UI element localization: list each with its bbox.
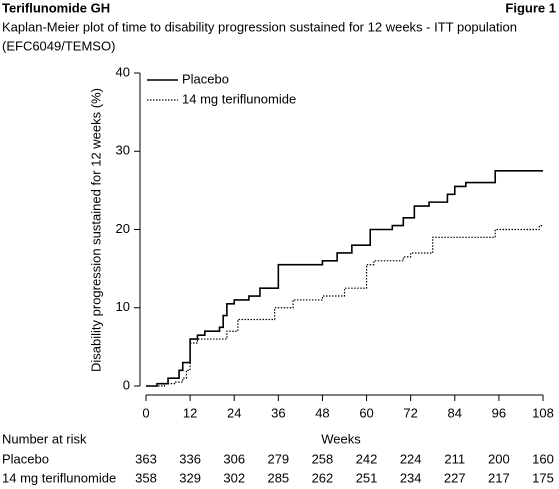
legend-label: 14 mg teriflunomide — [182, 91, 296, 106]
risk-value: 285 — [267, 470, 289, 485]
risk-value: 224 — [400, 451, 422, 466]
y-tick-label: 20 — [116, 221, 130, 236]
risk-row-label: Placebo — [2, 451, 49, 466]
x-tick-label: 108 — [532, 405, 554, 420]
y-tick-label: 10 — [116, 299, 130, 314]
x-tick-label: 48 — [315, 405, 329, 420]
risk-value: 329 — [179, 470, 201, 485]
x-tick-label: 96 — [492, 405, 506, 420]
x-tick-label: 12 — [183, 405, 197, 420]
risk-value: 251 — [356, 470, 378, 485]
x-tick-label: 24 — [227, 405, 241, 420]
risk-value: 306 — [223, 451, 245, 466]
risk-value: 258 — [312, 451, 334, 466]
header-left: Teriflunomide GH — [2, 0, 110, 15]
km-curve — [146, 224, 543, 387]
risk-value: 242 — [356, 451, 378, 466]
risk-value: 336 — [179, 451, 201, 466]
x-tick-label: 84 — [448, 405, 462, 420]
x-tick-label: 60 — [359, 405, 373, 420]
y-axis-label: Disability progression sustained for 12 … — [88, 88, 103, 372]
y-tick-label: 40 — [116, 64, 130, 79]
risk-value: 200 — [488, 451, 510, 466]
chart-title: (EFC6049/TEMSO) — [2, 38, 115, 53]
risk-row-label: 14 mg teriflunomide — [2, 470, 116, 485]
risk-value: 175 — [532, 470, 554, 485]
risk-value: 227 — [444, 470, 466, 485]
x-axis-label: Weeks — [321, 431, 361, 446]
risk-value: 302 — [223, 470, 245, 485]
x-tick-label: 72 — [403, 405, 417, 420]
risk-value: 160 — [532, 451, 554, 466]
risk-value: 358 — [135, 470, 157, 485]
risk-value: 262 — [312, 470, 334, 485]
risk-value: 234 — [400, 470, 422, 485]
header-right: Figure 1 — [505, 0, 556, 15]
y-tick-label: 0 — [123, 377, 130, 392]
legend-label: Placebo — [182, 71, 229, 86]
chart-title: Kaplan-Meier plot of time to disability … — [2, 19, 517, 34]
risk-value: 279 — [267, 451, 289, 466]
x-tick-label: 0 — [142, 405, 149, 420]
risk-value: 217 — [488, 470, 510, 485]
risk-value: 363 — [135, 451, 157, 466]
risk-title: Number at risk — [2, 431, 87, 446]
risk-value: 211 — [444, 451, 465, 466]
y-tick-label: 30 — [116, 143, 130, 158]
x-tick-label: 36 — [271, 405, 285, 420]
km-curve — [146, 170, 543, 387]
